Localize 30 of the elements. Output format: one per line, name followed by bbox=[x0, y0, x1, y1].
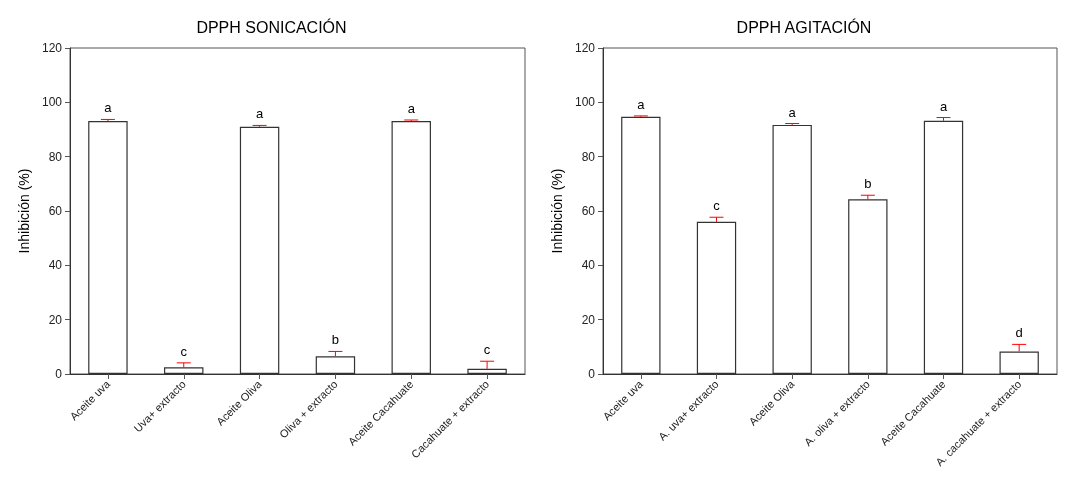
y-tick-label: 0 bbox=[55, 367, 63, 381]
annotation: c bbox=[483, 342, 491, 358]
y-tick-label: 20 bbox=[48, 312, 63, 327]
y-tick-label: 40 bbox=[48, 258, 63, 273]
annotation: b bbox=[331, 332, 340, 348]
annotation: a bbox=[407, 100, 416, 116]
annotation: c bbox=[713, 198, 721, 214]
y-tick-label: 120 bbox=[574, 41, 596, 55]
y-tick-label: 80 bbox=[581, 149, 596, 164]
annotation: a bbox=[788, 104, 797, 120]
annotation: c bbox=[180, 343, 188, 359]
y-tick-label: 0 bbox=[588, 367, 596, 381]
annotation: a bbox=[637, 96, 646, 112]
annotation: a bbox=[104, 100, 113, 116]
y-tick-label: 100 bbox=[41, 95, 63, 110]
annotation: a bbox=[939, 98, 948, 114]
y-tick-label: 100 bbox=[574, 95, 596, 110]
y-axis-title: Inhibición (%) bbox=[16, 168, 33, 254]
y-tick-label: 20 bbox=[581, 312, 596, 327]
y-tick-label: 120 bbox=[41, 41, 63, 55]
annotation: a bbox=[255, 106, 264, 122]
annotation: b bbox=[864, 176, 872, 192]
chart-title: DPPH AGITACIÓN bbox=[736, 17, 872, 36]
y-tick-label: 80 bbox=[48, 149, 63, 164]
chart-title: DPPH SONICACIÓN bbox=[196, 17, 347, 36]
y-tick-label: 60 bbox=[581, 204, 596, 218]
y-axis-title: Inhibición (%) bbox=[549, 168, 566, 254]
annotation: d bbox=[1015, 325, 1023, 341]
y-tick-label: 40 bbox=[581, 258, 596, 273]
y-tick-label: 60 bbox=[48, 204, 63, 218]
